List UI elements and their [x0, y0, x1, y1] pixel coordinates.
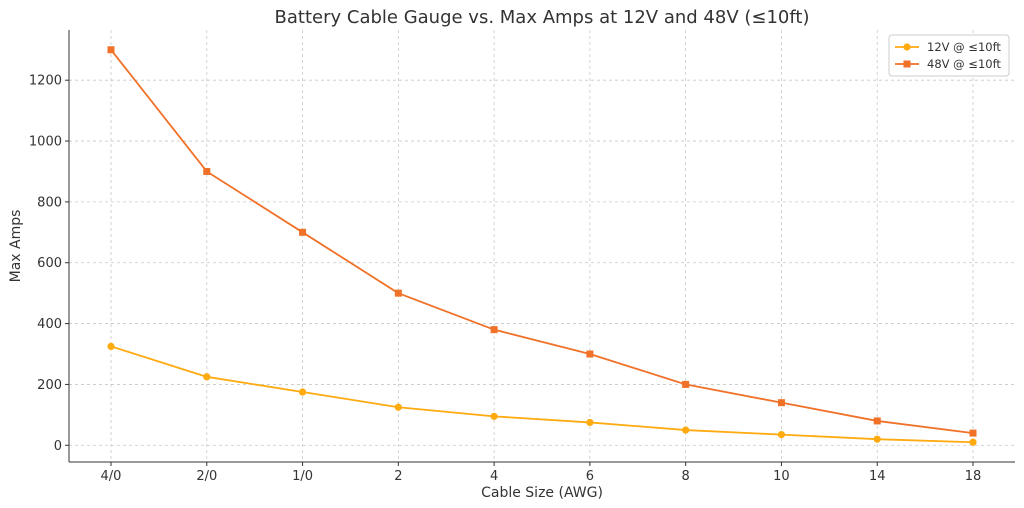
- legend-label: 48V @ ≤10ft: [927, 57, 1001, 71]
- ticks: 4/0 2/0 1/0 2 4 6 8 10 14 18 0 200 400 600 800 1000 1200: [29, 74, 981, 484]
- legend: 12V @ ≤10ft 48V @ ≤10ft: [888, 34, 1010, 77]
- x-tick-label: 10: [773, 469, 790, 484]
- x-tick-label: 1/0: [292, 469, 313, 484]
- data-point: [969, 438, 977, 446]
- series-1: [107, 46, 977, 437]
- x-tick-label: 6: [586, 469, 594, 484]
- chart-title: Battery Cable Gauge vs. Max Amps at 12V …: [275, 7, 810, 28]
- legend-marker: [903, 43, 911, 51]
- y-axis-label: Max Amps: [8, 210, 24, 283]
- data-point: [682, 426, 690, 434]
- x-tick-label: 2/0: [196, 469, 217, 484]
- data-point: [969, 429, 977, 437]
- y-tick-label: 1200: [29, 74, 62, 89]
- data-point: [203, 167, 211, 175]
- series-line: [110, 345, 974, 444]
- data-point: [490, 412, 498, 420]
- data-point: [299, 228, 307, 236]
- data-point: [107, 46, 115, 54]
- x-tick-label: 2: [394, 469, 402, 484]
- y-tick-label: 0: [54, 439, 62, 454]
- x-tick-label: 14: [869, 469, 886, 484]
- series-0: [107, 342, 977, 446]
- legend-label: 12V @ ≤10ft: [927, 40, 1001, 54]
- data-point: [777, 399, 785, 407]
- data-point: [203, 373, 211, 381]
- x-tick-label: 18: [965, 469, 982, 484]
- grid: [69, 30, 1015, 462]
- data-point: [394, 289, 402, 297]
- y-tick-label: 200: [37, 378, 62, 393]
- data-point: [394, 403, 402, 411]
- data-point: [298, 388, 307, 396]
- x-tick-label: 4: [490, 469, 498, 484]
- data-point: [107, 342, 115, 350]
- legend-box: [888, 34, 1010, 77]
- x-tick-label: 8: [682, 469, 690, 484]
- data-point: [586, 350, 594, 358]
- series-line: [110, 49, 974, 434]
- series: [107, 46, 977, 446]
- data-point: [873, 417, 881, 425]
- data-point: [777, 431, 786, 439]
- data-point: [490, 326, 498, 334]
- y-tick-label: 400: [37, 317, 62, 332]
- data-point: [586, 418, 594, 427]
- x-tick-label: 4/0: [101, 469, 122, 484]
- data-point: [682, 380, 690, 388]
- axes: [68, 30, 1015, 463]
- y-tick-label: 1000: [29, 135, 62, 150]
- y-tick-label: 800: [37, 195, 62, 210]
- data-point: [873, 435, 881, 443]
- y-tick-label: 600: [37, 256, 62, 271]
- legend-marker: [903, 60, 911, 68]
- x-axis-label: Cable Size (AWG): [481, 485, 603, 501]
